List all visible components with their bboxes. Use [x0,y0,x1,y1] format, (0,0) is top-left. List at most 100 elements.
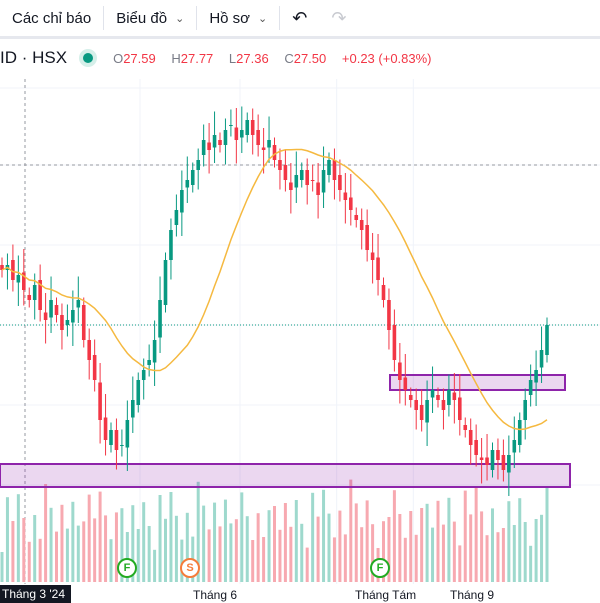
volume-bar [289,526,293,582]
candle-body [81,305,86,340]
volume-bar [452,521,456,582]
candle-body [32,285,37,300]
volume-bar [76,525,80,582]
candle-body [539,350,544,368]
support-resistance-zone [389,374,566,391]
volume-bar [120,508,124,582]
volume-bar [158,495,162,582]
divider [279,6,281,30]
volume-bar [93,518,97,582]
volume-bar [98,491,102,582]
close-label: C [284,50,294,66]
candle-body [338,175,342,190]
volume-bar [469,514,473,582]
ohlc-values: O27.59 H27.77 L27.36 C27.50 +0.23 (+0.83… [113,51,437,66]
volume-bar [22,518,26,582]
volume-bar [354,503,358,582]
moving-average-line [1,148,548,431]
toolbar: Các chỉ báo Biểu đồ ⌄ Hồ sơ ⌄ ↶ ↷ [0,0,600,39]
candle-body [517,420,522,445]
candle-body [147,360,151,365]
volume-bar [382,521,385,582]
volume-bar [534,519,538,582]
volume-bar [332,537,336,582]
volume-bar [447,497,451,582]
redo-button[interactable]: ↷ [319,8,358,29]
candle-body [512,440,517,453]
candle-body [212,135,217,148]
volume-bar [0,552,4,582]
candle-body [43,312,48,320]
candle-body [141,370,146,380]
redo-icon: ↷ [331,7,347,28]
volume-bar [11,521,15,582]
volume-bar [33,515,37,582]
x-axis-label: Tháng 9 [450,588,495,602]
candle-body [354,215,359,220]
x-axis-label: Tháng Tám [355,588,417,602]
volume-bar [496,532,500,582]
event-badge[interactable]: F [370,558,390,578]
price-chart[interactable] [0,39,600,584]
volume-bar [398,514,402,582]
symbol-name[interactable]: ID · HSX [0,48,68,67]
open-value: 27.59 [123,50,156,66]
candle-body [223,130,228,145]
candle-body [190,170,195,185]
candle-body [365,225,369,250]
candle-body [299,170,304,180]
candle-body [250,120,255,135]
candle-body [125,420,130,448]
candle-body [152,340,157,363]
volume-bar [60,504,64,582]
volume-bar [71,501,75,582]
volume-bar [540,514,544,582]
candle-body [234,127,239,140]
candle-body [425,400,429,423]
candle-body [496,450,500,460]
undo-icon: ↶ [292,7,308,28]
candle-body [16,275,21,283]
profile-menu-button[interactable]: Hồ sơ ⌄ [197,10,279,27]
volume-bar [409,511,413,582]
volume-bar [316,516,320,582]
market-status-icon [83,53,94,63]
volume-bar [300,523,304,582]
volume-bar [218,526,222,582]
volume-bar [65,528,69,582]
volume-bar [545,488,549,582]
volume-bar [245,516,249,582]
candle-body [321,170,326,193]
event-badge[interactable]: S [180,558,200,578]
volume-bar [104,515,108,582]
candle-body [474,440,478,455]
volume-bar [278,529,282,582]
chart-menu-button[interactable]: Biểu đồ ⌄ [104,10,196,27]
candle-body [261,147,266,150]
candle-body [332,160,337,180]
undo-button[interactable]: ↶ [280,8,319,29]
candle-body [528,380,533,395]
candle-body [98,382,102,420]
candle-body [441,400,446,410]
volume-bar [523,522,527,582]
candle-body [272,145,277,160]
candle-body [174,210,179,225]
event-badge[interactable]: F [117,558,137,578]
x-axis-label: Tháng 6 [193,588,238,602]
volume-bar [414,534,418,582]
candle-body [201,140,206,155]
volume-bar [365,500,369,582]
volume-bar [338,510,342,582]
volume-bar [251,540,255,582]
divider [103,6,105,30]
candle-body [267,140,271,148]
volume-bar [234,519,238,582]
volume-bar [109,539,113,582]
support-resistance-zone [0,463,571,488]
indicators-button[interactable]: Các chỉ báo [0,10,103,27]
candle-body [109,430,113,445]
volume-bar [283,503,287,582]
volume-bar [131,505,135,582]
volume-bar [262,537,266,582]
